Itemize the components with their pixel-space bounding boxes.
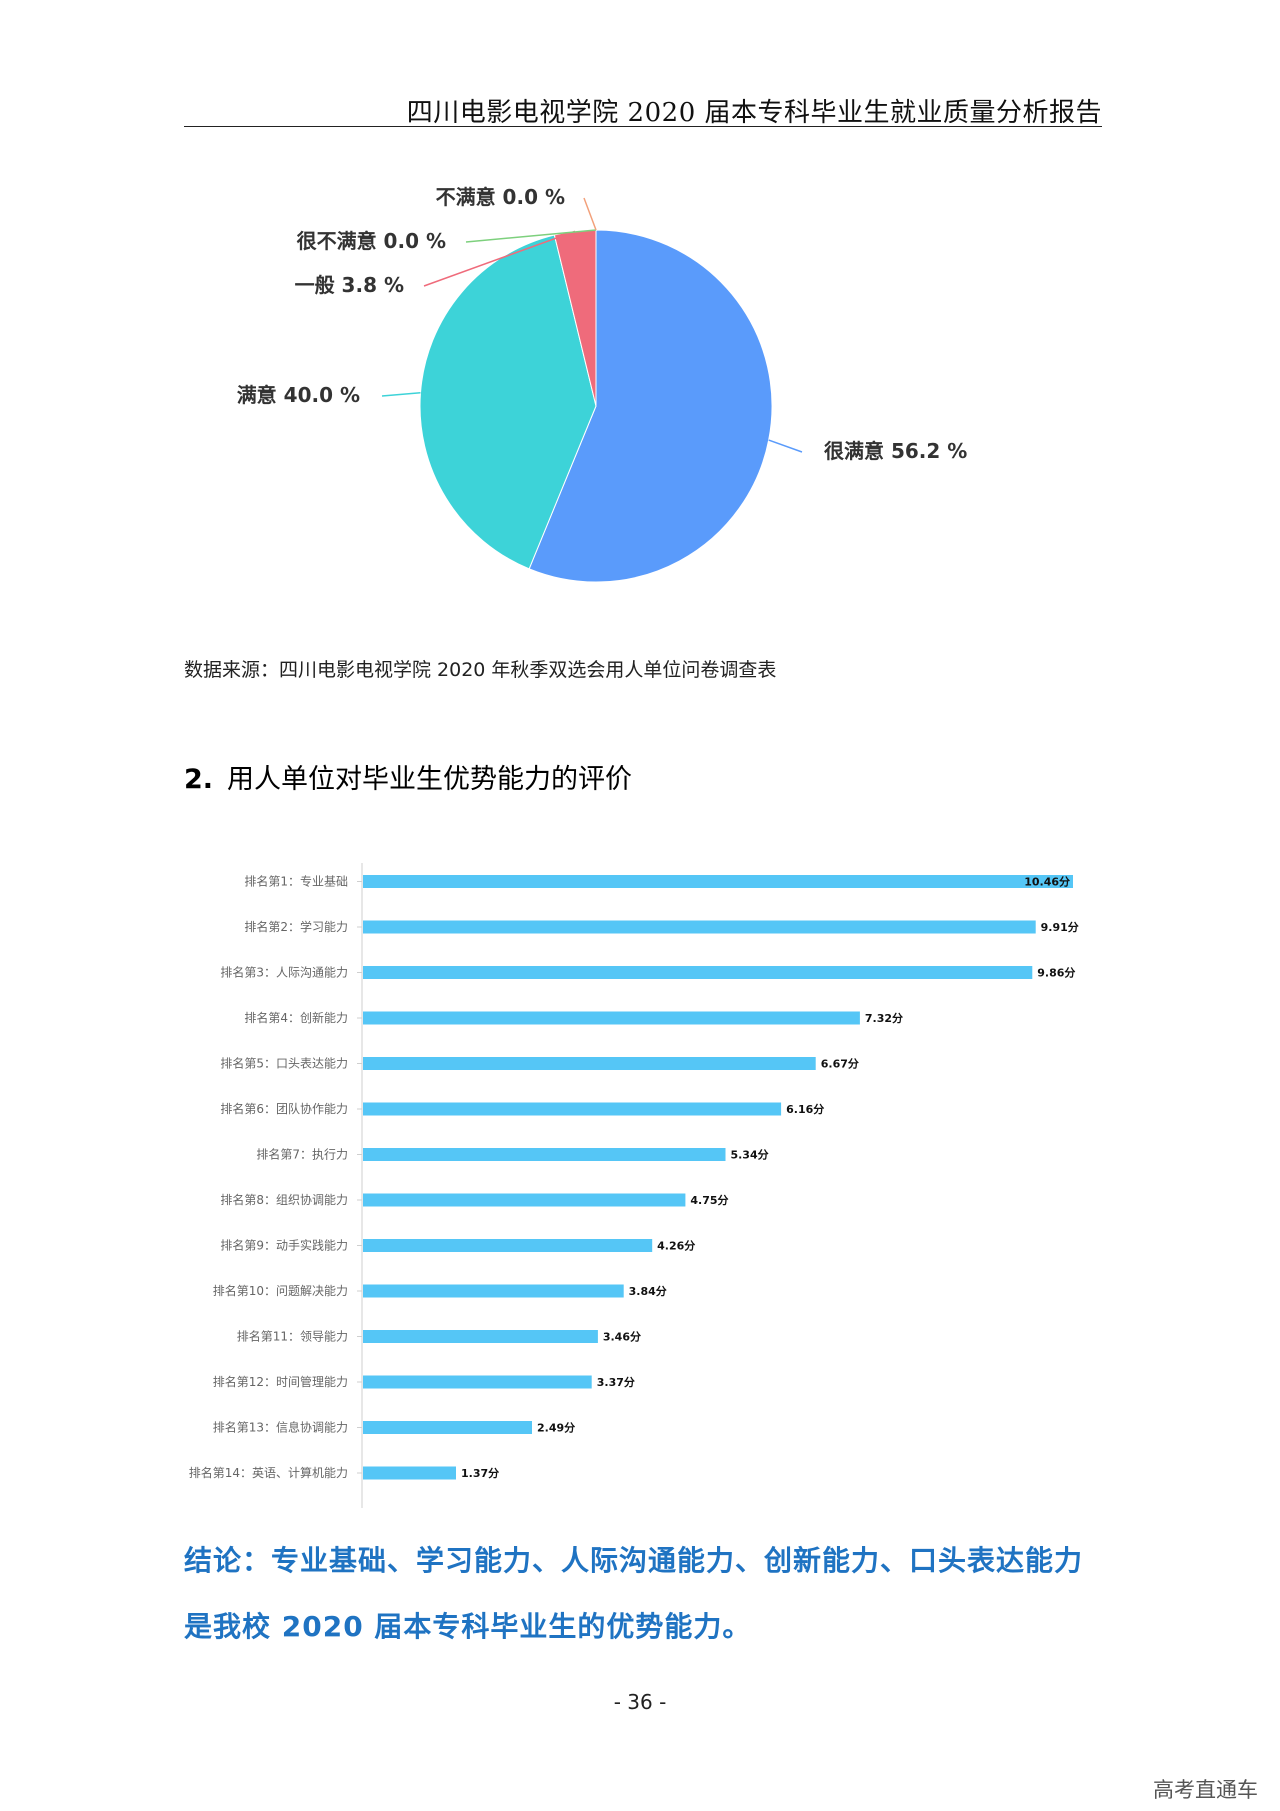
- report-title: 四川电影电视学院 2020 届本专科毕业生就业质量分析报告: [406, 98, 1102, 128]
- bar-value-label: 3.84分: [629, 1284, 667, 1298]
- bar-6: [363, 1102, 782, 1116]
- bar-3: [363, 966, 1033, 979]
- bar-8: [363, 1193, 686, 1207]
- bar-value-label: 10.46分: [1024, 875, 1070, 889]
- bar-12: [363, 1375, 592, 1389]
- bar-value-label: 9.91分: [1041, 920, 1079, 934]
- bar-value-label: 6.16分: [786, 1102, 824, 1116]
- bar-category-label: 排名第4：创新能力: [244, 1010, 348, 1025]
- bar-11: [363, 1330, 598, 1343]
- page-number: - 36 -: [613, 1690, 667, 1714]
- bar-value-label: 4.26分: [657, 1239, 695, 1253]
- pie-leader-line-4: [583, 197, 597, 231]
- section-heading: 2. 用人单位对毕业生优势能力的评价: [184, 757, 632, 796]
- satisfaction-pie-chart: 很满意 56.2 % 满意 40.0 % 一般 3.8 % 很不满意 0.0 % 不满意…: [237, 185, 967, 583]
- data-source-note: 数据来源：四川电影电视学院 2020 年秋季双选会用人单位问卷调查表: [184, 659, 777, 681]
- bar-category-label: 排名第14：英语、计算机能力: [189, 1465, 348, 1480]
- bar-1: [363, 875, 1073, 888]
- bar-value-label: 6.67分: [821, 1057, 859, 1071]
- pie-label-3: 很不满意 0.0 %: [297, 229, 446, 253]
- bar-category-label: 排名第11：领导能力: [237, 1329, 348, 1344]
- pie-label-1: 满意 40.0 %: [237, 383, 360, 407]
- bar-4: [363, 1011, 860, 1025]
- bar-category-label: 排名第3：人际沟通能力: [220, 965, 348, 980]
- bar-category-label: 排名第2：学习能力: [244, 919, 348, 934]
- bar-2: [363, 920, 1036, 934]
- bar-10: [363, 1284, 624, 1298]
- bar-category-label: 排名第13：信息协调能力: [213, 1420, 348, 1435]
- bar-category-label: 排名第8：组织协调能力: [220, 1192, 348, 1207]
- pie-slice-0: [528, 229, 773, 583]
- pie-leader-line-2: [423, 230, 576, 287]
- bar-value-label: 4.75分: [690, 1193, 728, 1207]
- section-number: 2.: [184, 764, 214, 795]
- bar-value-label: 5.34分: [730, 1148, 768, 1162]
- bar-category-label: 排名第12：时间管理能力: [213, 1374, 348, 1389]
- bar-13: [363, 1421, 532, 1434]
- page-header: 四川电影电视学院 2020 届本专科毕业生就业质量分析报告: [184, 86, 1102, 128]
- pie-leader-line-3: [465, 229, 597, 243]
- bar-category-label: 排名第5：口头表达能力: [220, 1056, 348, 1071]
- bar-category-label: 排名第9：动手实践能力: [220, 1238, 348, 1253]
- bar-value-label: 1.37分: [461, 1466, 499, 1480]
- bar-9: [363, 1239, 653, 1252]
- bar-value-label: 7.32分: [865, 1011, 903, 1025]
- pie-label-0: 很满意 56.2 %: [824, 439, 967, 463]
- pie-leader-line-1: [381, 391, 421, 397]
- pie-label-2: 一般 3.8 %: [295, 273, 404, 297]
- watermark: 高考直通车: [1153, 1778, 1258, 1802]
- bar-value-label: 9.86分: [1037, 966, 1075, 980]
- bar-value-label: 3.37分: [597, 1375, 635, 1389]
- pie-label-4: 不满意 0.0 %: [436, 185, 565, 209]
- conclusion-text: 结论：专业基础、学习能力、人际沟通能力、创新能力、口头表达能力是我校 2020 …: [184, 1544, 1084, 1643]
- bar-7: [363, 1148, 726, 1161]
- bar-value-label: 3.46分: [603, 1330, 641, 1344]
- bar-category-label: 排名第6：团队协作能力: [220, 1101, 348, 1116]
- bar-category-label: 排名第7：执行力: [256, 1147, 348, 1162]
- bar-5: [363, 1057, 816, 1070]
- section-title: 用人单位对毕业生优势能力的评价: [227, 764, 633, 795]
- bar-category-label: 排名第1：专业基础: [244, 874, 348, 889]
- pie-leader-line-0: [768, 439, 803, 453]
- bar-category-label: 排名第10：问题解决能力: [213, 1283, 348, 1298]
- bar-14: [363, 1466, 456, 1480]
- bar-value-label: 2.49分: [537, 1421, 575, 1435]
